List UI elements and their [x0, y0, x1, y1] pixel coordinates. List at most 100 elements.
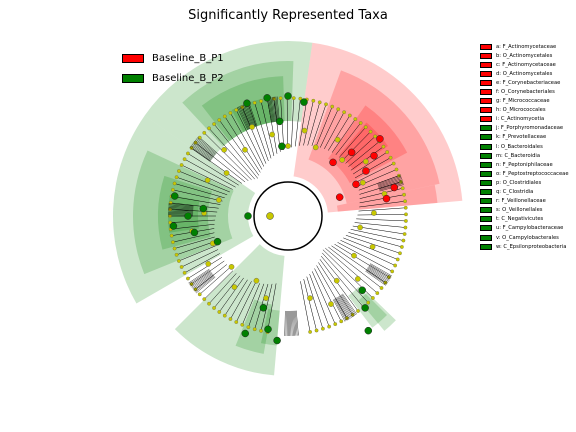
branch: [204, 270, 234, 300]
taxa-label: o: F_Peptostreptococcaceae: [496, 170, 569, 177]
leaf-node: [403, 199, 407, 204]
taxon-node: [333, 277, 340, 284]
fan-branch: [194, 140, 215, 157]
taxa-label: p: O_Clostridiales: [496, 179, 542, 186]
leaf-node: [217, 310, 222, 314]
taxon-node: [249, 124, 255, 130]
branch: [299, 99, 308, 146]
leaf-node: [252, 100, 257, 105]
taxon-node: [307, 295, 313, 301]
taxa-legend-item: r: F_Veillonellaceae: [480, 197, 576, 206]
branch: [352, 151, 388, 175]
leaf-node: [228, 317, 233, 321]
branch: [208, 273, 237, 304]
fan-branch: [365, 270, 386, 286]
significant-node: [259, 304, 268, 312]
fan-branch: [168, 210, 194, 213]
fan-branch: [242, 104, 253, 128]
fan-branch: [195, 139, 216, 156]
legend-swatch: [122, 53, 144, 63]
branch: [328, 115, 351, 151]
significant-node: [190, 228, 199, 237]
taxa-legend-item: t: C_Negativicutes: [480, 215, 576, 224]
taxa-legend: a: F_Actinomycetaceae b: O_Actinomycetale…: [480, 42, 576, 251]
fan-branch: [241, 105, 252, 129]
taxa-legend-item: g: F_Micrococcaceae: [480, 97, 576, 106]
branch: [187, 257, 223, 279]
taxa-label: j: F_Porphyromonadaceae: [496, 125, 564, 132]
leaf-node: [401, 238, 406, 243]
fan-branch: [290, 310, 292, 336]
fan-branch: [237, 107, 249, 130]
taxa-label: l: O_Bacteroidales: [496, 143, 543, 150]
fan-branch: [366, 269, 388, 284]
significant-node: [329, 158, 337, 167]
branch: [174, 183, 225, 199]
significant-node: [370, 152, 378, 160]
taxa-legend-item: h: O_Micrococcales: [480, 106, 576, 115]
significant-node: [199, 204, 208, 213]
branch: [172, 232, 215, 243]
fan-branch: [339, 295, 354, 317]
fan-branch: [377, 174, 401, 184]
leaf-node: [207, 126, 211, 131]
leaf-node: [177, 259, 181, 263]
significant-node: [335, 193, 344, 201]
branch: [348, 141, 380, 167]
significant-node: [264, 325, 272, 334]
significant-node: [169, 222, 178, 230]
taxon-node: [231, 284, 238, 290]
taxa-label: f: O_Corynebacteriales: [496, 89, 555, 96]
fan-branch: [190, 145, 211, 161]
leaf-node: [202, 297, 207, 301]
branch: [354, 157, 391, 179]
branch: [339, 127, 366, 158]
fan-branch: [189, 270, 211, 286]
fan-branch: [244, 104, 254, 128]
leaf-node: [324, 102, 328, 107]
clade-highlight: [235, 299, 273, 354]
taxa-legend-item: a: F_Actinomycetaceae: [480, 42, 576, 51]
taxa-label: r: F_Veillonellaceae: [496, 198, 546, 205]
leaf-node: [246, 325, 251, 330]
branch: [319, 259, 359, 312]
fan-branch: [336, 297, 350, 320]
fan-branch: [378, 180, 403, 189]
taxa-swatch: [480, 107, 492, 114]
leaf-node: [314, 328, 319, 333]
leaf-node: [400, 245, 404, 249]
leaf-node: [169, 233, 174, 238]
legend-label: Baseline_B_P2: [152, 72, 224, 84]
leaf-node: [182, 270, 187, 275]
branch: [356, 218, 406, 222]
leaf-node: [400, 186, 405, 191]
branch: [343, 237, 398, 260]
fan-branch: [197, 137, 217, 154]
leaf-node: [393, 263, 397, 268]
clade-highlight: [182, 61, 294, 147]
branch: [224, 116, 261, 173]
significant-node: [382, 194, 391, 203]
branch: [219, 119, 260, 176]
taxon-node: [312, 144, 319, 151]
branch: [191, 147, 242, 184]
leaf-node: [172, 181, 177, 186]
significant-node: [273, 336, 281, 345]
branch: [325, 247, 378, 294]
root-circle: [253, 181, 323, 251]
branch: [178, 245, 217, 262]
taxa-label: q: C_Clostridia: [496, 189, 534, 196]
fan-branch: [239, 106, 250, 130]
fan-branch: [339, 295, 353, 318]
leaf-node: [240, 322, 245, 327]
taxa-label: d: O_Actinomycetales: [496, 70, 553, 77]
branch: [170, 209, 218, 213]
branch: [181, 249, 219, 268]
center-node: [266, 212, 274, 220]
branch: [230, 112, 263, 170]
taxa-label: u: F_Campylobacteraceae: [496, 225, 564, 232]
taxa-legend-item: l: O_Bacteroidales: [480, 142, 576, 151]
significant-node: [213, 237, 222, 246]
taxa-swatch: [480, 170, 492, 177]
taxa-swatch: [480, 207, 492, 214]
